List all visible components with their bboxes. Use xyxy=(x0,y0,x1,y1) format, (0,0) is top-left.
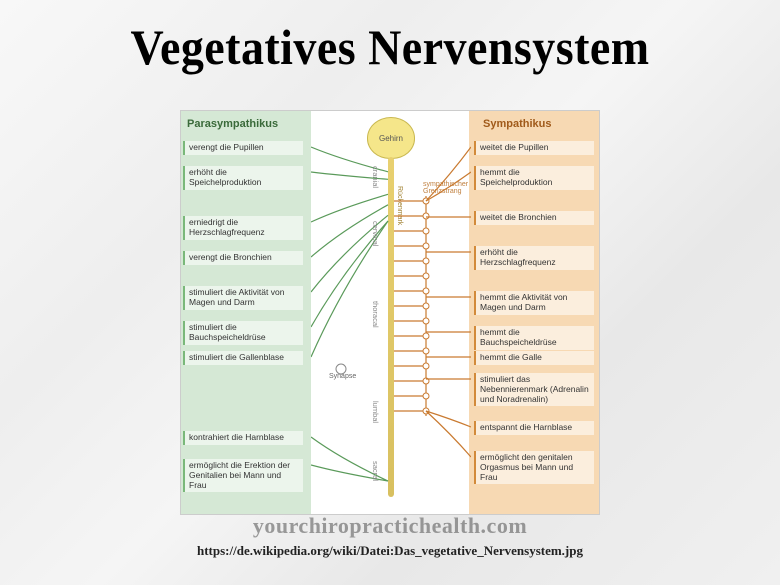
para-item: verengt die Bronchien xyxy=(183,251,303,265)
sympathetic-column: Sympathikus weitet die Pupillen hemmt die… xyxy=(469,111,599,514)
para-item: stimuliert die Aktivität von Magen und D… xyxy=(183,286,303,310)
symp-item: erhöht die Herzschlagfrequenz xyxy=(474,246,594,270)
para-item: stimuliert die Gallenblase xyxy=(183,351,303,365)
symp-item: hemmt die Bauchspeicheldrüse xyxy=(474,326,594,350)
page-title: Vegetatives Nervensystem xyxy=(31,0,749,76)
source-url: https://de.wikipedia.org/wiki/Datei:Das_… xyxy=(0,543,780,559)
symp-item: hemmt die Galle xyxy=(474,351,594,365)
para-header: Parasympathikus xyxy=(181,115,284,133)
para-item: kontrahiert die Harnblase xyxy=(183,431,303,445)
para-item: stimuliert die Bauchspeicheldrüse xyxy=(183,321,303,345)
symp-item: weitet die Pupillen xyxy=(474,141,594,155)
symp-item: weitet die Bronchien xyxy=(474,211,594,225)
segment-label: cranial xyxy=(371,166,380,188)
symp-item: entspannt die Harnblase xyxy=(474,421,594,435)
watermark: yourchiropractichealth.com xyxy=(0,513,780,539)
para-item: erniedrigt die Herzschlagfrequenz xyxy=(183,216,303,240)
segment-label: cervical xyxy=(371,221,380,246)
symp-item: hemmt die Speichelproduktion xyxy=(474,166,594,190)
parasympathetic-column: Parasympathikus verengt die Pupillen erhö… xyxy=(181,111,311,514)
segment-label: lumbal xyxy=(371,401,380,423)
nerve-lines xyxy=(311,111,471,516)
symp-item: hemmt die Aktivität von Magen und Darm xyxy=(474,291,594,315)
synapse-label: Synapse xyxy=(329,373,356,380)
para-item: verengt die Pupillen xyxy=(183,141,303,155)
segment-label: thoracal xyxy=(371,301,380,328)
para-item: ermöglicht die Erektion der Genitalien b… xyxy=(183,459,303,492)
para-item: erhöht die Speichelproduktion xyxy=(183,166,303,190)
spinal-area: Gehirn Rückenmark sympathischer Grenzstr… xyxy=(311,111,471,514)
nervous-system-diagram: Parasympathikus verengt die Pupillen erhö… xyxy=(180,110,600,515)
symp-item: stimuliert das Nebennierenmark (Adrenali… xyxy=(474,373,594,406)
symp-item: ermöglicht den genitalen Orgasmus bei Ma… xyxy=(474,451,594,484)
symp-header: Sympathikus xyxy=(477,115,557,133)
segment-label: sacral xyxy=(371,461,380,481)
